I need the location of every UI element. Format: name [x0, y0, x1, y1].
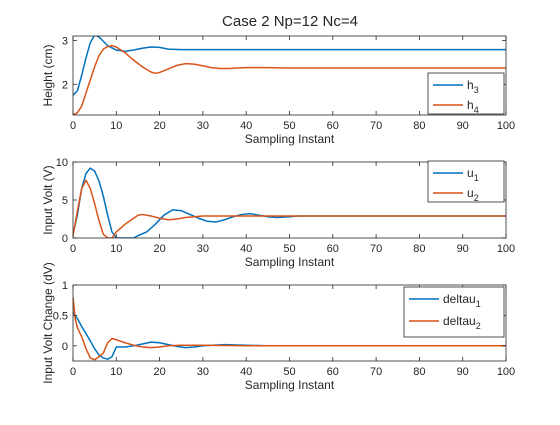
legend-label-subscript: 2 [476, 321, 481, 331]
legend-label-base: h [467, 78, 474, 92]
y-tick-label: 5 [62, 195, 68, 207]
x-tick-label: 20 [153, 366, 165, 378]
series-line-h4 [73, 44, 506, 115]
x-tick-label: 0 [70, 366, 76, 378]
x-tick-label: 10 [110, 366, 122, 378]
x-axis-label: Sampling Instant [245, 378, 335, 392]
subplot-3: 0 10 20 30 40 50 60 70 80 90 100 0 0.5 1 Sampling Inst… [41, 262, 515, 392]
y-axis-label: Input Volt Change (dV) [41, 262, 55, 383]
x-axis-label: Sampling Instant [245, 255, 335, 269]
series-line-h3 [73, 36, 506, 96]
x-tick-label: 100 [497, 243, 515, 255]
y-axis-label: Height (cm) [41, 44, 55, 106]
legend-label-subscript: 4 [474, 105, 479, 115]
legend-label-base: h [467, 98, 474, 112]
x-tick-label: 70 [370, 120, 382, 132]
x-tick-label: 70 [370, 243, 382, 255]
x-tick-label: 80 [413, 366, 425, 378]
x-tick-label: 40 [240, 366, 252, 378]
x-tick-label: 50 [283, 243, 295, 255]
legend-label: deltau2 [443, 314, 481, 331]
series-line-deltau2 [73, 297, 506, 361]
legend-label-subscript: 3 [474, 85, 479, 95]
x-tick-label: 30 [197, 120, 209, 132]
legend-label-base: u [467, 166, 474, 180]
legend-label-base: u [467, 186, 474, 200]
subplot-1: 0 10 20 30 40 50 60 70 80 90 100 2 3 Sampling Instant… [41, 35, 515, 146]
x-tick-label: 60 [327, 243, 339, 255]
y-tick-label: 0.5 [53, 310, 68, 322]
y-tick-label: 1 [62, 280, 68, 292]
legend-label-subscript: 1 [474, 173, 479, 183]
x-tick-label: 20 [153, 243, 165, 255]
x-tick-label: 90 [457, 120, 469, 132]
x-tick-label: 30 [197, 366, 209, 378]
figure-title: Case 2 Np=12 Nc=4 [222, 13, 358, 30]
y-tick-label: 10 [56, 157, 68, 169]
x-tick-label: 0 [70, 243, 76, 255]
x-tick-label: 80 [413, 243, 425, 255]
x-tick-label: 90 [457, 243, 469, 255]
legend-box [427, 160, 505, 203]
y-tick-label: 2 [62, 79, 68, 91]
legend-label: h3 [467, 78, 479, 95]
x-tick-label: 40 [240, 243, 252, 255]
legend-box [427, 72, 505, 115]
x-tick-label: 30 [197, 243, 209, 255]
x-tick-label: 60 [327, 120, 339, 132]
x-tick-label: 10 [110, 120, 122, 132]
x-tick-label: 80 [413, 120, 425, 132]
x-tick-label: 100 [497, 120, 515, 132]
y-tick-label: 3 [62, 35, 68, 47]
x-tick-label: 50 [283, 366, 295, 378]
legend-label-base: deltau [443, 314, 476, 328]
legend-label-subscript: 2 [474, 193, 479, 203]
x-tick-label: 40 [240, 120, 252, 132]
y-tick-label: 0 [62, 233, 68, 245]
x-tick-label: 60 [327, 366, 339, 378]
legend-box [403, 286, 505, 338]
x-axis-label: Sampling Instant [245, 132, 335, 146]
legend-label: deltau1 [443, 292, 481, 309]
subplot-2: 0 10 20 30 40 50 60 70 80 90 100 0 5 10 Sampling Insta… [41, 157, 515, 269]
legend-label: u1 [467, 166, 479, 183]
x-tick-label: 70 [370, 366, 382, 378]
x-tick-label: 0 [70, 120, 76, 132]
legend-label-subscript: 1 [476, 299, 481, 309]
x-tick-label: 100 [497, 366, 515, 378]
x-tick-label: 20 [153, 120, 165, 132]
y-axis-label: Input Volt (V) [41, 165, 55, 234]
series-line-u2 [73, 179, 506, 238]
x-tick-label: 90 [457, 366, 469, 378]
x-tick-label: 10 [110, 243, 122, 255]
legend-label-base: deltau [443, 292, 476, 306]
legend-label: u2 [467, 186, 479, 203]
x-tick-label: 50 [283, 120, 295, 132]
legend-label: h4 [467, 98, 479, 115]
y-tick-label: 0 [62, 341, 68, 353]
